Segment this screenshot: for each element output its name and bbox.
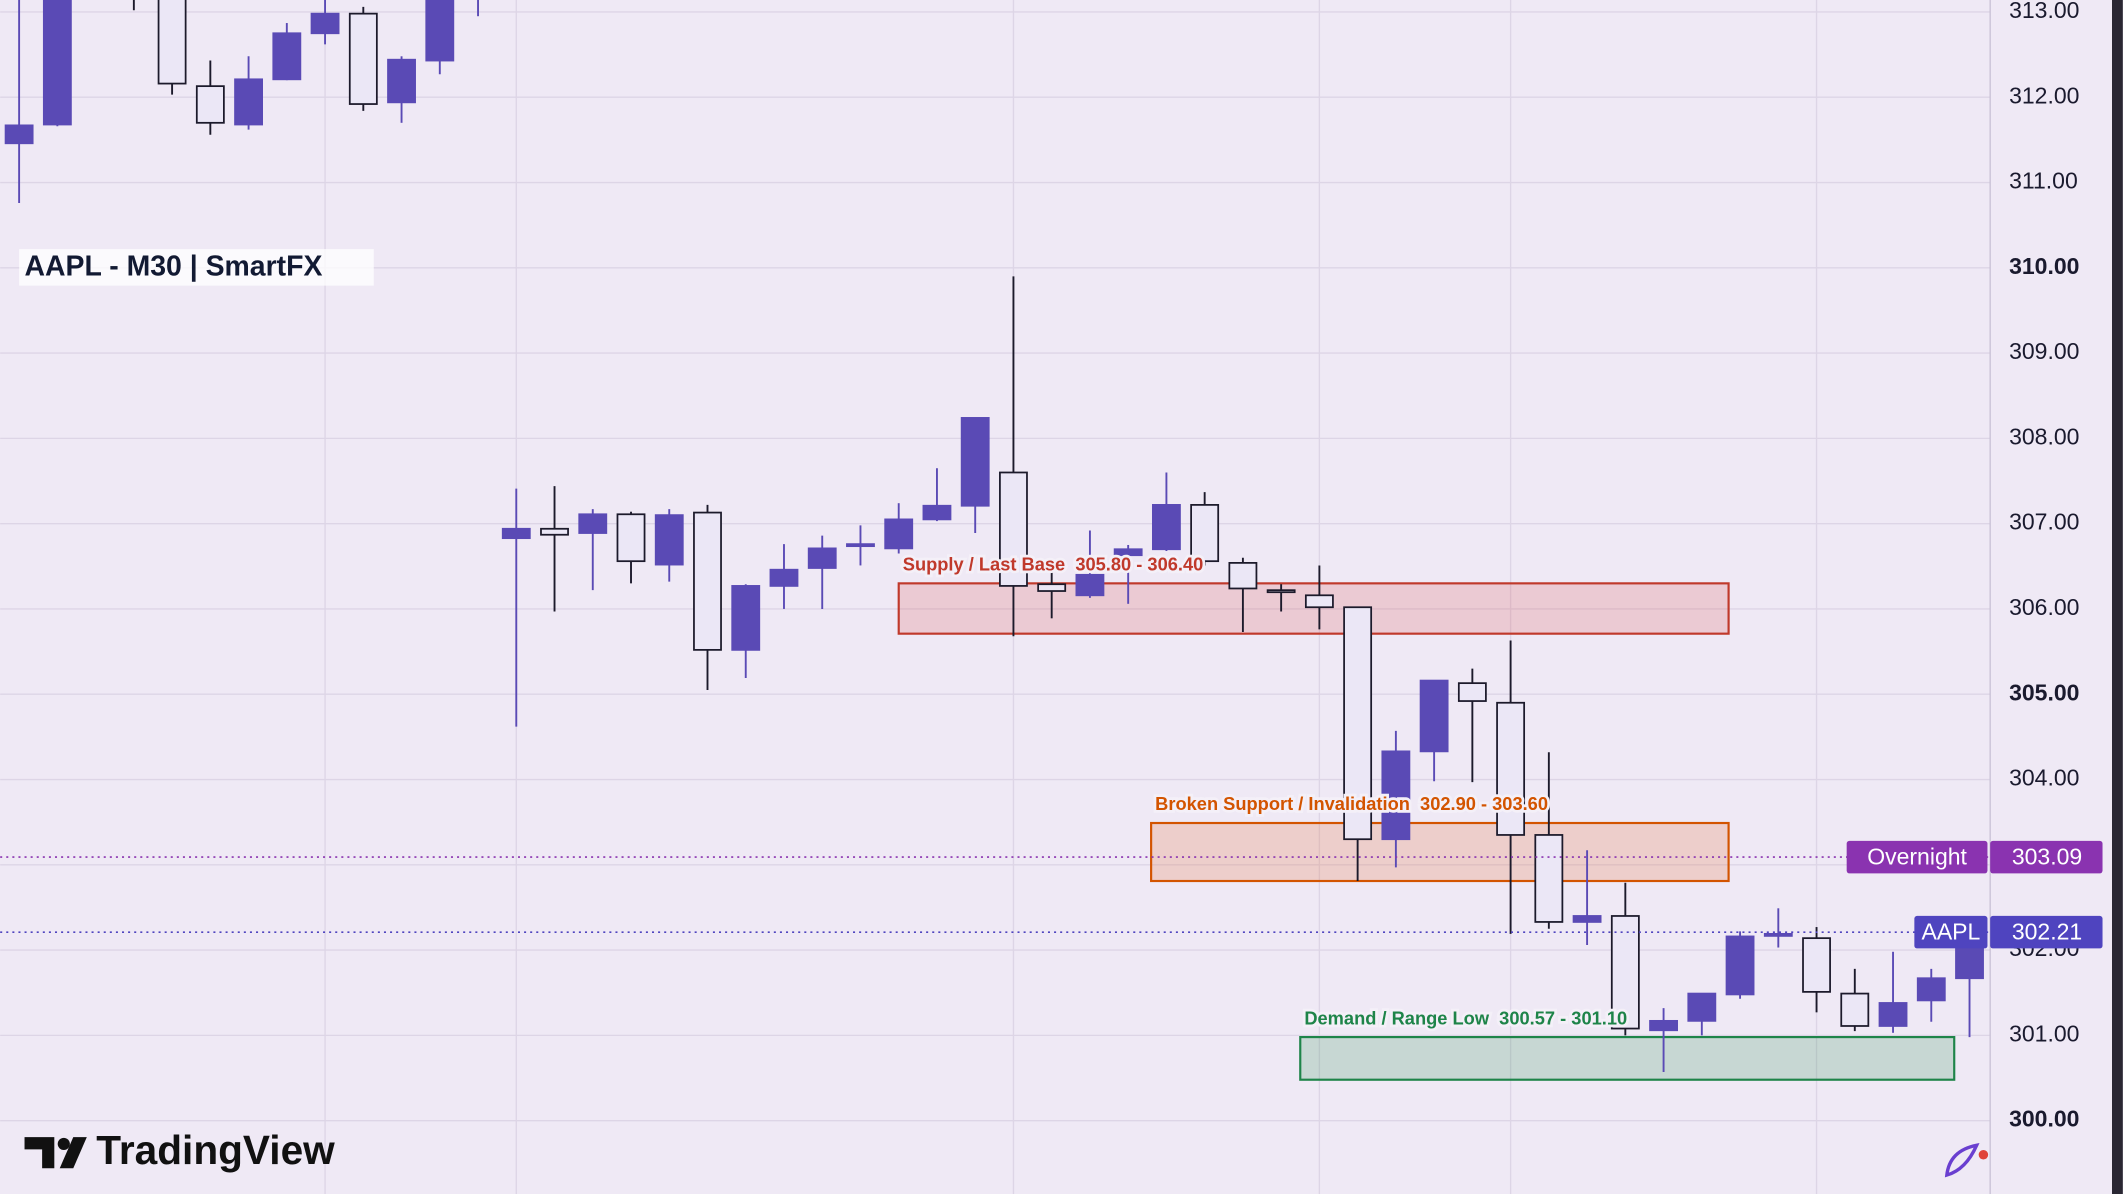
- zone-box: [1299, 1035, 1956, 1081]
- y-tick-label: 310.00: [2009, 253, 2079, 279]
- y-tick-label: 304.00: [2009, 765, 2079, 791]
- price-tag-value-bg: [1990, 840, 2103, 874]
- price-tag-value: 302.21: [2012, 919, 2082, 945]
- candle-body: [1419, 679, 1449, 753]
- candle-body: [272, 32, 302, 81]
- zones: [897, 582, 1956, 1081]
- candle-body: [195, 85, 225, 124]
- assistant-icon[interactable]: [1944, 1142, 1989, 1178]
- y-tick-label: 300.00: [2009, 1106, 2079, 1132]
- candle-body: [884, 518, 914, 550]
- candle-body: [425, 0, 455, 62]
- candle-body: [1572, 915, 1602, 923]
- candle-body: [234, 78, 263, 126]
- candle-body: [4, 124, 34, 145]
- candle-body: [999, 471, 1028, 587]
- candle-body: [960, 417, 990, 507]
- price-lines: [0, 856, 1991, 933]
- candle-body: [310, 12, 340, 35]
- candle-body: [1916, 977, 1946, 1002]
- y-tick-label: 301.00: [2009, 1020, 2079, 1046]
- zone-label: Demand / Range Low 300.57 - 301.10: [1304, 1007, 1627, 1028]
- candle-body: [922, 504, 952, 521]
- y-tick-label: 309.00: [2009, 338, 2079, 364]
- candle-body: [578, 513, 608, 534]
- brand-name: TradingView: [96, 1127, 335, 1173]
- candle-body: [1649, 1019, 1678, 1032]
- candle-body: [1610, 915, 1640, 1030]
- logo-dot: [57, 1137, 70, 1151]
- candle-body: [1037, 583, 1067, 592]
- y-tick-label: 308.00: [2009, 423, 2079, 449]
- chart-title: AAPL - M30 | SmartFX: [25, 251, 323, 283]
- candle-body: [846, 543, 875, 548]
- candle-body: [1228, 562, 1258, 590]
- title-background: [19, 249, 374, 286]
- candle-body: [1113, 548, 1143, 557]
- candle-body: [1381, 750, 1411, 841]
- candle-body: [501, 527, 531, 540]
- candle-body: [654, 514, 684, 566]
- price-tag-value-bg: [1990, 915, 2103, 949]
- zone-box: [1150, 821, 1730, 883]
- candle-body: [731, 585, 761, 651]
- candle-body: [157, 0, 187, 85]
- logo-slash: [59, 1137, 87, 1169]
- candle-body: [616, 513, 646, 563]
- candles: [4, 0, 1984, 1073]
- price-tag-name: AAPL: [1921, 919, 1980, 945]
- candle-body: [42, 0, 72, 126]
- icon-dot: [1978, 1150, 1989, 1160]
- y-tick-label: 311.00: [2009, 168, 2078, 194]
- y-tick-label: 313.00: [2009, 0, 2079, 23]
- price-tag-name-bg: [1846, 840, 1988, 874]
- candle-body: [540, 527, 569, 536]
- candle-body: [1763, 932, 1793, 937]
- candle-body: [1534, 834, 1564, 923]
- candle-body: [1190, 504, 1220, 563]
- price-tag-name-bg: [1914, 915, 1988, 949]
- candle-body: [1840, 992, 1870, 1027]
- zone-label: Broken Support / Invalidation 302.90 - 3…: [1155, 793, 1548, 814]
- brand-logo: TradingView: [24, 1127, 335, 1173]
- candle-body: [1802, 937, 1831, 993]
- candle-body: [387, 58, 416, 104]
- candle-body: [807, 547, 837, 569]
- zone-label: Supply / Last Base 305.80 - 306.40: [903, 554, 1204, 575]
- candle-body: [1878, 1002, 1908, 1027]
- zone-box: [897, 582, 1730, 635]
- candle-body: [1151, 504, 1181, 551]
- price-tags: Overnight 303.09 AAPL 302.21: [1846, 840, 2103, 949]
- candle-body: [1075, 573, 1105, 597]
- candle-body: [1304, 594, 1334, 609]
- candle-body: [348, 12, 378, 105]
- edge-strip: [2112, 0, 2123, 1194]
- candle-body: [1343, 606, 1373, 841]
- y-tick-label: 305.00: [2009, 679, 2079, 705]
- price-tag-value: 303.09: [2012, 844, 2082, 870]
- y-tick-label: 307.00: [2009, 509, 2079, 535]
- icon-swirl: [1944, 1142, 1980, 1178]
- y-tick-label: 312.00: [2009, 82, 2079, 108]
- candle-body: [1496, 701, 1526, 836]
- candle-body: [769, 568, 799, 587]
- candle-body: [1266, 589, 1296, 594]
- logo-mark: [24, 1137, 55, 1169]
- candle-body: [693, 511, 722, 651]
- candle-body: [1687, 992, 1717, 1022]
- price-tag-name: Overnight: [1867, 844, 1967, 870]
- candle-body: [1457, 682, 1487, 702]
- candle-body: [1725, 935, 1755, 996]
- y-tick-label: 306.00: [2009, 594, 2079, 620]
